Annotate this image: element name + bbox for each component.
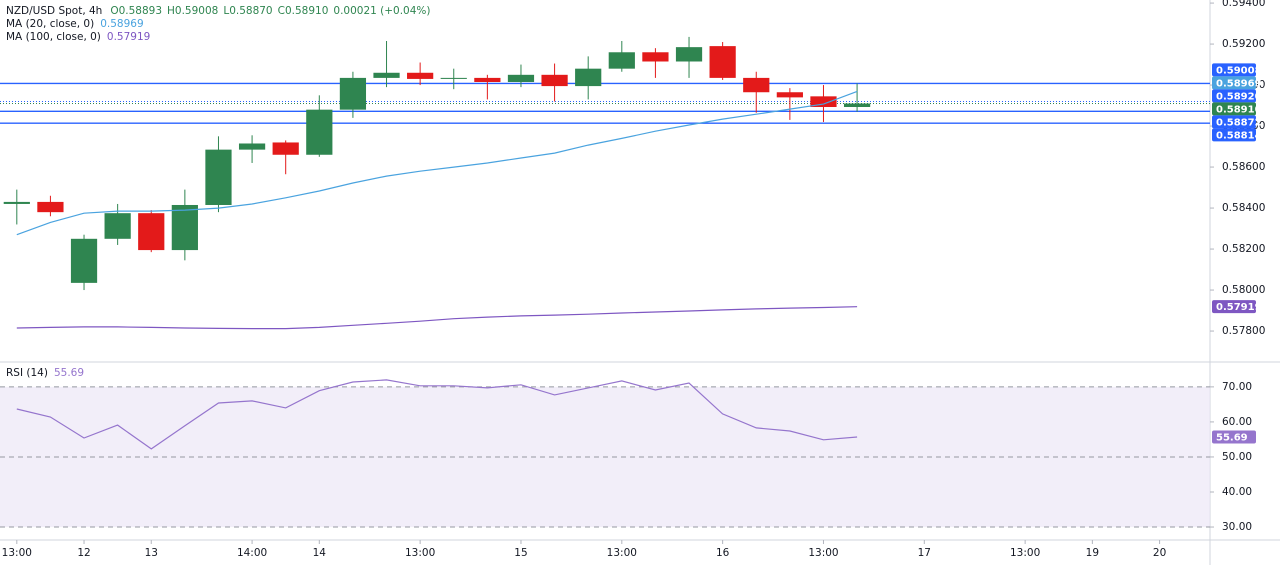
y-tick-label: 0.59200 xyxy=(1222,38,1265,50)
x-tick-label: 15 xyxy=(514,547,527,559)
price-label: 0.58872 xyxy=(1216,117,1262,128)
candle-body xyxy=(507,74,535,82)
change-label: 0.00021 (+0.04%) xyxy=(333,5,430,17)
x-tick-label: 13 xyxy=(145,547,158,559)
price-pane xyxy=(0,0,1210,362)
candle-body xyxy=(810,96,837,108)
ohlc-label: C0.58910 xyxy=(278,5,329,17)
candle-body xyxy=(709,46,736,78)
x-tick-label: 14:00 xyxy=(237,547,267,559)
y-tick-label: 0.58400 xyxy=(1222,202,1265,214)
x-tick-label: 13:00 xyxy=(405,547,435,559)
candle-body xyxy=(373,72,400,78)
y-tick-label: 0.58200 xyxy=(1222,243,1265,255)
y-tick-label: 0.58000 xyxy=(1222,284,1265,296)
symbol-title: NZD/USD Spot, 4h xyxy=(6,5,102,17)
candle-body xyxy=(205,149,232,205)
candle-body xyxy=(407,72,434,79)
candle-body xyxy=(776,92,803,98)
legend-name: MA (20, close, 0) xyxy=(6,18,94,30)
x-tick-label: 14 xyxy=(313,547,327,559)
y-tick-label: 70.00 xyxy=(1222,381,1252,393)
candle-body xyxy=(171,204,198,251)
ohlc-label: O0.58893 xyxy=(110,5,162,17)
x-tick-label: 16 xyxy=(716,547,730,559)
legend-value: 55.69 xyxy=(54,367,84,379)
candle-body xyxy=(104,213,131,239)
candle-body xyxy=(675,47,703,62)
candle-body xyxy=(238,143,266,150)
x-tick-label: 12 xyxy=(77,547,90,559)
price-label-box xyxy=(1212,63,1256,77)
price-label: 0.58814 xyxy=(1216,130,1262,141)
candle-body xyxy=(642,52,669,62)
price-label: 0.58969 xyxy=(1216,78,1262,89)
candle-body xyxy=(138,213,165,251)
candle-body xyxy=(474,77,501,82)
price-label-box xyxy=(1212,300,1256,314)
legend-ma20: MA (20, close, 0) 0.58969 xyxy=(6,18,144,30)
legend-value: 0.57919 xyxy=(107,31,150,43)
ohlc-label: L0.58870 xyxy=(223,5,272,17)
price-label: 0.58910 xyxy=(1216,104,1262,115)
plot-layer: 13:00 12 13 14:00 14 13:00 15 13:00 16 13:00 17 13:… xyxy=(0,0,1265,559)
legend-rsi: RSI (14) 55.69 xyxy=(6,367,84,379)
header: NZD/USD Spot, 4h O0.58893 H0.59008 L0.58870… xyxy=(6,5,431,17)
legend-name: RSI (14) xyxy=(6,367,48,379)
price-label: 55.69 xyxy=(1216,433,1248,444)
price-label-box xyxy=(1212,89,1256,103)
indicator-line xyxy=(16,90,858,236)
candle-body xyxy=(70,238,98,283)
legend-value: 0.58969 xyxy=(100,18,143,30)
candle-body xyxy=(440,77,467,79)
y-tick-label: 0.57800 xyxy=(1222,325,1265,337)
candle-body xyxy=(575,68,602,87)
legend-name: MA (100, close, 0) xyxy=(6,31,101,43)
price-label: 0.57919 xyxy=(1216,302,1262,313)
x-tick-label: 13:00 xyxy=(2,547,32,559)
candle-body xyxy=(743,77,770,93)
ohlc-label: H0.59008 xyxy=(167,5,218,17)
candle-body xyxy=(272,142,299,155)
y-tick-label: 30.00 xyxy=(1222,521,1252,533)
price-label-box xyxy=(1212,102,1256,116)
x-tick-label: 19 xyxy=(1086,547,1099,559)
indicator-line xyxy=(16,306,858,330)
x-tick-label: 20 xyxy=(1153,547,1166,559)
legend-ma100: MA (100, close, 0) 0.57919 xyxy=(6,31,150,43)
price-label-box xyxy=(1212,115,1256,129)
x-tick-label: 13:00 xyxy=(607,547,637,559)
candle-body xyxy=(608,52,635,69)
price-label-box xyxy=(1212,76,1256,90)
indicator-line xyxy=(16,379,858,450)
price-label: 0.59008 xyxy=(1216,65,1262,76)
candle-body xyxy=(37,201,64,213)
x-tick-label: 17 xyxy=(918,547,931,559)
candle-body xyxy=(541,74,568,87)
x-tick-label: 13:00 xyxy=(1010,547,1040,559)
y-tick-label: 0.59400 xyxy=(1222,0,1265,9)
y-tick-label: 60.00 xyxy=(1222,416,1252,428)
price-label-box xyxy=(1212,128,1256,142)
candle-body xyxy=(3,201,30,204)
candle-body xyxy=(339,77,367,110)
candle-body xyxy=(843,103,871,108)
y-tick-label: 50.00 xyxy=(1222,451,1252,463)
x-tick-label: 13:00 xyxy=(808,547,838,559)
candle-body xyxy=(306,109,333,155)
y-tick-label: 40.00 xyxy=(1222,486,1252,498)
price-label-box xyxy=(1212,430,1256,444)
price-label: 0.58920 xyxy=(1216,91,1262,102)
y-tick-label: 0.58600 xyxy=(1222,161,1265,173)
